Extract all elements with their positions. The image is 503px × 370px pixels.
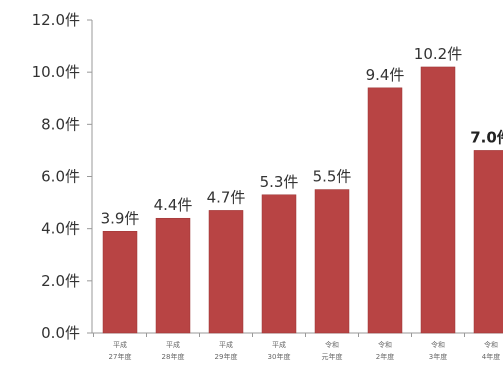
x-tick-label: 令和 bbox=[484, 340, 498, 349]
bar bbox=[261, 194, 297, 334]
bar bbox=[420, 66, 456, 334]
data-label: 5.5件 bbox=[313, 168, 352, 186]
y-tick-label: 12.0件 bbox=[32, 11, 80, 29]
x-tick-label: 30年度 bbox=[268, 352, 291, 361]
y-tick-label: 6.0件 bbox=[41, 168, 80, 186]
data-label: 4.4件 bbox=[154, 196, 193, 214]
bar bbox=[367, 87, 403, 334]
x-tick-label: 令和 bbox=[378, 340, 392, 349]
y-tick-label: 4.0件 bbox=[41, 220, 80, 238]
x-tick-label: 平成 bbox=[219, 340, 233, 349]
bar bbox=[314, 189, 350, 334]
data-labels: 3.9件 4.4件 4.7件 5.3件 5.5件 9.4件 10.2件 7.0件 bbox=[101, 45, 503, 227]
y-axis-ticks: 0.0件 2.0件 4.0件 6.0件 8.0件 10.0件 12.0件 bbox=[32, 11, 92, 342]
bar bbox=[102, 231, 138, 334]
x-tick-label: 4年度 bbox=[482, 352, 500, 361]
x-tick-label: 3年度 bbox=[429, 352, 447, 361]
x-tick-label: 28年度 bbox=[162, 352, 185, 361]
data-label: 3.9件 bbox=[101, 209, 140, 227]
data-label: 4.7件 bbox=[207, 188, 246, 206]
data-label: 7.0件 bbox=[470, 128, 503, 146]
x-tick-label: 29年度 bbox=[215, 352, 238, 361]
y-tick-label: 10.0件 bbox=[32, 63, 80, 81]
y-tick-label: 0.0件 bbox=[41, 324, 80, 342]
data-label: 9.4件 bbox=[366, 66, 405, 84]
data-label: 10.2件 bbox=[414, 45, 462, 63]
x-tick-label: 平成 bbox=[272, 340, 286, 349]
y-tick-label: 2.0件 bbox=[41, 272, 80, 290]
x-tick-label: 令和 bbox=[431, 340, 445, 349]
data-label: 5.3件 bbox=[260, 173, 299, 191]
bars bbox=[102, 66, 503, 334]
bar bbox=[208, 210, 244, 334]
x-tick-label: 平成 bbox=[113, 340, 127, 349]
x-tick-label: 2年度 bbox=[376, 352, 394, 361]
bar bbox=[473, 150, 503, 334]
x-tick-label: 平成 bbox=[166, 340, 180, 349]
x-tick-label: 27年度 bbox=[109, 352, 132, 361]
x-tick-label: 元年度 bbox=[322, 352, 343, 361]
y-tick-label: 8.0件 bbox=[41, 115, 80, 133]
x-tick-label: 令和 bbox=[325, 340, 339, 349]
bar bbox=[155, 217, 191, 334]
